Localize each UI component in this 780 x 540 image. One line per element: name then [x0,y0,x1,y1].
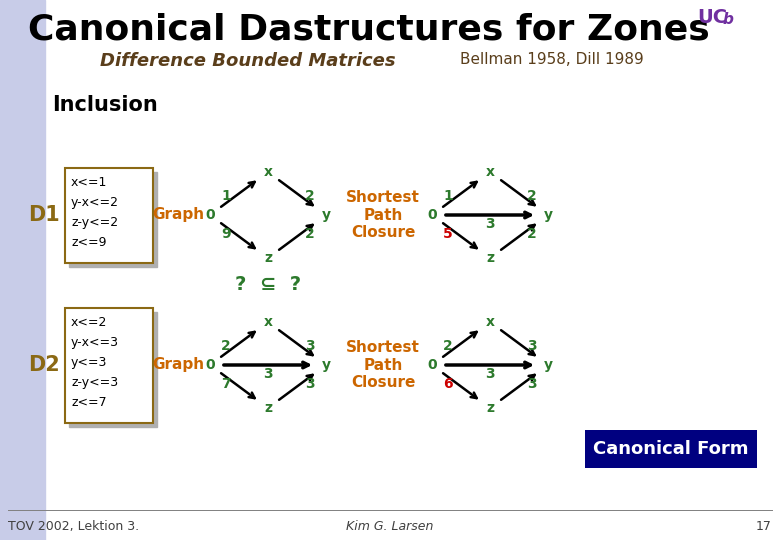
Text: 7: 7 [222,377,231,392]
Text: b: b [723,12,734,27]
Text: 17: 17 [756,520,772,533]
Text: 9: 9 [222,227,231,241]
Text: 2: 2 [443,339,453,353]
Text: 6: 6 [443,377,453,392]
Bar [585,430,757,468]
Text: y: y [544,358,552,372]
Text: D1: D1 [28,205,60,225]
Text: 0: 0 [205,358,215,372]
Text: Canonical Form: Canonical Form [594,440,749,458]
Text: 3: 3 [485,217,495,231]
Bar [0,0,45,540]
Text: Shortest
Path
Closure: Shortest Path Closure [346,190,420,240]
Text: z<=9: z<=9 [71,236,107,249]
Bar [65,308,153,423]
Text: 2: 2 [221,339,231,353]
Text: z-y<=3: z-y<=3 [71,376,118,389]
Text: 3: 3 [305,377,315,392]
Text: Kim G. Larsen: Kim G. Larsen [346,520,434,533]
Text: Graph: Graph [152,207,204,222]
Text: 1: 1 [221,188,231,202]
Text: Difference Bounded Matrices: Difference Bounded Matrices [100,52,395,70]
Text: x: x [485,165,495,179]
Text: x: x [485,315,495,329]
Text: Bellman 1958, Dill 1989: Bellman 1958, Dill 1989 [460,52,644,67]
Bar [65,168,153,263]
Text: y: y [321,208,331,222]
Text: 3: 3 [527,339,537,353]
Text: y: y [321,358,331,372]
Text: TOV 2002, Lektion 3.: TOV 2002, Lektion 3. [8,520,139,533]
Text: x: x [264,165,272,179]
Text: 2: 2 [527,227,537,241]
Text: 0: 0 [427,208,437,222]
Text: 5: 5 [443,227,453,241]
Text: z: z [486,401,494,415]
Text: z: z [264,251,272,265]
Text: z<=7: z<=7 [71,396,107,409]
Text: z: z [264,401,272,415]
Text: Inclusion: Inclusion [52,95,158,115]
Text: UC: UC [697,8,727,27]
Bar [69,312,157,427]
Text: y<=3: y<=3 [71,356,108,369]
Text: 2: 2 [305,188,315,202]
Text: y-x<=3: y-x<=3 [71,336,119,349]
Text: 3: 3 [485,367,495,381]
Text: Graph: Graph [152,357,204,373]
Text: 2: 2 [305,227,315,241]
Text: x<=1: x<=1 [71,176,108,189]
Text: z: z [486,251,494,265]
Text: 0: 0 [205,208,215,222]
Text: y: y [544,208,552,222]
Text: 0: 0 [427,358,437,372]
Text: 2: 2 [527,188,537,202]
Text: y-x<=2: y-x<=2 [71,196,119,209]
Text: x: x [264,315,272,329]
Text: x<=2: x<=2 [71,316,108,329]
Text: Canonical Dastructures for Zones: Canonical Dastructures for Zones [28,12,710,46]
Text: ?  ⊆  ?: ? ⊆ ? [235,275,301,294]
Text: z-y<=2: z-y<=2 [71,216,118,229]
Text: 3: 3 [527,377,537,392]
Text: 1: 1 [443,188,453,202]
Bar [69,172,157,267]
Text: D2: D2 [28,355,60,375]
Text: 3: 3 [305,339,315,353]
Text: 3: 3 [263,367,273,381]
Text: Shortest
Path
Closure: Shortest Path Closure [346,340,420,390]
